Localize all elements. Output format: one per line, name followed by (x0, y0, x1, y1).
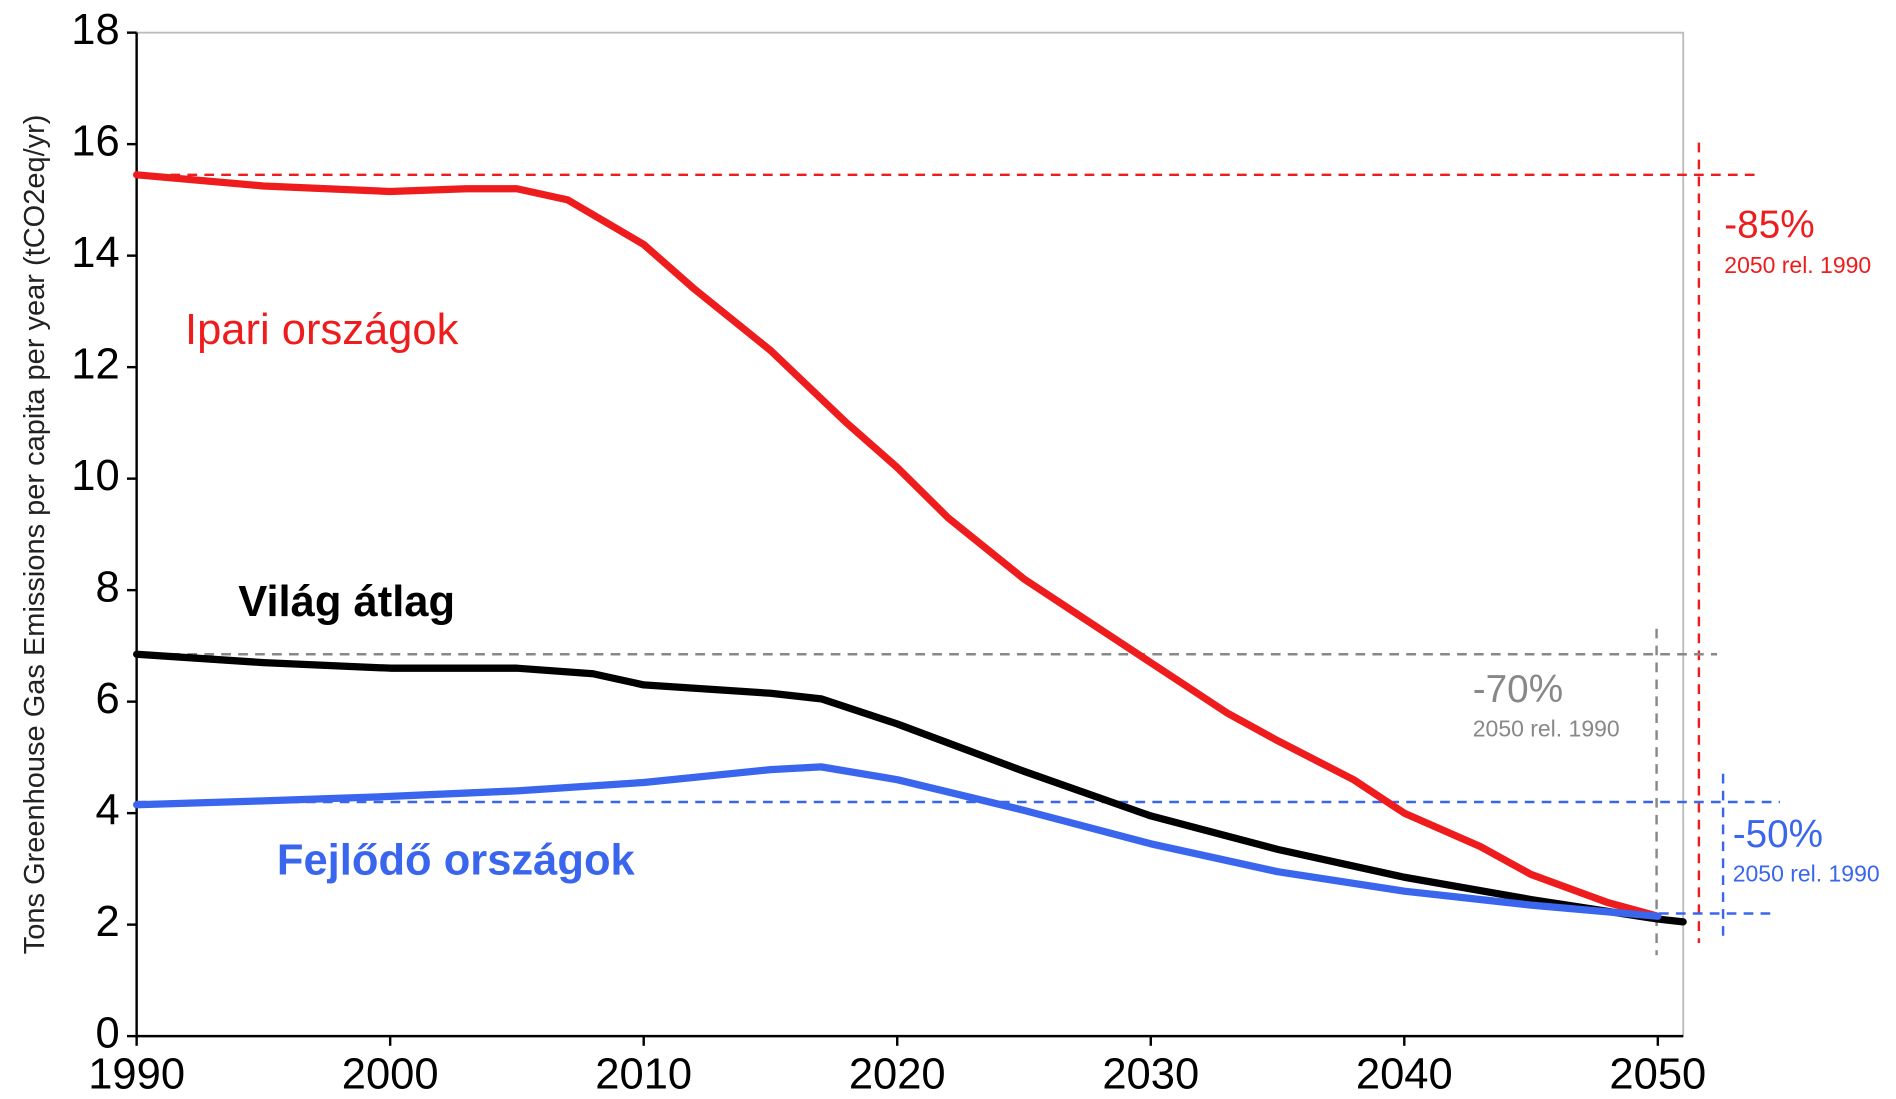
y-tick-label: 8 (96, 564, 120, 612)
x-tick-label: 2050 (1609, 1051, 1706, 1099)
y-tick-label: 10 (71, 452, 119, 500)
y-tick-label: 16 (71, 118, 119, 166)
y-tick-label: 0 (96, 1010, 120, 1058)
series-line (133, 650, 1687, 926)
x-tick-label: 1990 (88, 1051, 185, 1099)
x-tick-label: 2040 (1356, 1051, 1453, 1099)
annotation: -70% (1473, 668, 1563, 711)
annotation: -50% (1733, 813, 1823, 856)
y-tick-label: 2 (96, 898, 120, 946)
x-tick-label: 2000 (342, 1051, 439, 1099)
annotation: 2050 rel. 1990 (1733, 860, 1880, 886)
annotation: 2050 rel. 1990 (1473, 715, 1620, 741)
y-axis-label: Tons Greenhouse Gas Emissions per capita… (19, 115, 51, 955)
series-label: Ipari országok (185, 306, 459, 354)
x-tick-label: 2010 (595, 1051, 692, 1099)
x-tick-label: 2020 (849, 1051, 946, 1099)
y-tick-label: 12 (71, 341, 119, 389)
y-tick-label: 4 (96, 787, 120, 835)
y-tick-label: 6 (96, 675, 120, 723)
y-tick-label: 14 (71, 229, 119, 277)
x-tick-label: 2030 (1102, 1051, 1199, 1099)
annotation: 2050 rel. 1990 (1724, 252, 1871, 278)
series-line (133, 763, 1662, 920)
series-line (133, 171, 1662, 920)
series-label: Világ átlag (238, 578, 455, 626)
y-tick-label: 18 (71, 6, 119, 54)
annotation: -85% (1724, 204, 1814, 247)
series-label: Fejlődő országok (277, 837, 636, 885)
